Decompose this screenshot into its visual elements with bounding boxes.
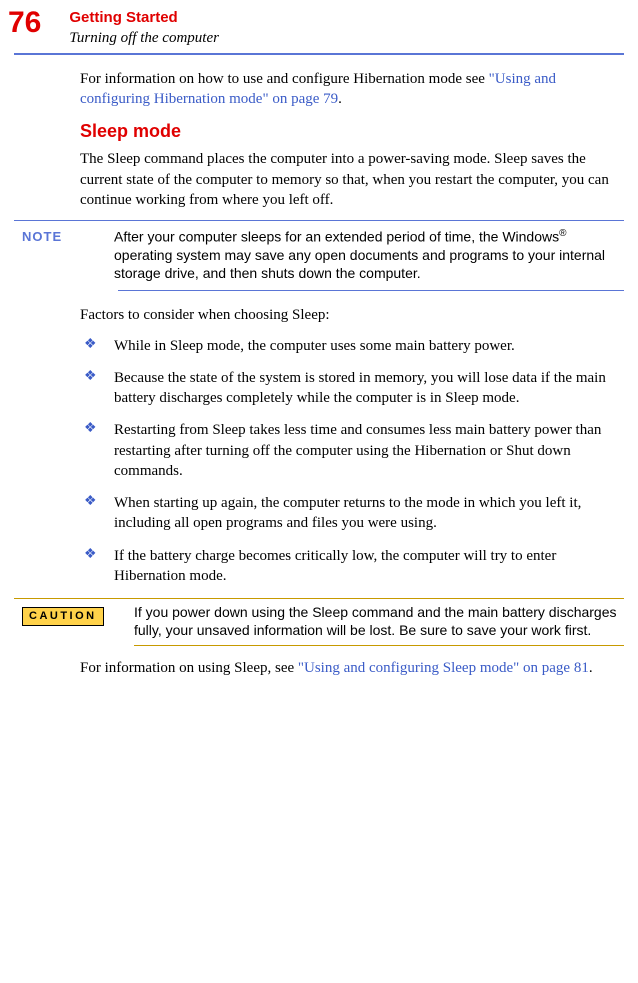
note-text-a: After your computer sleeps for an extend… <box>114 229 559 245</box>
note-label: NOTE <box>22 227 114 246</box>
closing-paragraph: For information on using Sleep, see "Usi… <box>80 658 624 678</box>
caution-text: If you power down using the Sleep comman… <box>134 603 624 639</box>
factors-list: While in Sleep mode, the computer uses s… <box>80 336 624 587</box>
intro-text-b: . <box>338 91 342 107</box>
caution-badge: CAUTION <box>22 605 116 626</box>
intro-text-a: For information on how to use and config… <box>80 71 489 87</box>
intro-paragraph: For information on how to use and config… <box>80 69 624 110</box>
page-header: 76 Getting Started Turning off the compu… <box>0 0 638 49</box>
page-number: 76 <box>8 8 41 38</box>
content-area: For information on how to use and config… <box>0 55 638 211</box>
factors-intro: Factors to consider when choosing Sleep: <box>80 305 624 325</box>
content-area-2: Factors to consider when choosing Sleep:… <box>0 291 638 586</box>
sleep-link[interactable]: "Using and configuring Sleep mode" on pa… <box>298 660 589 676</box>
caution-label: CAUTION <box>22 607 104 626</box>
caution-callout: CAUTION If you power down using the Slee… <box>0 599 638 639</box>
list-item: When starting up again, the computer ret… <box>80 493 624 534</box>
note-callout: NOTE After your computer sleeps for an e… <box>0 221 638 282</box>
header-text-block: Getting Started Turning off the computer <box>69 8 219 49</box>
list-item: Restarting from Sleep takes less time an… <box>80 420 624 481</box>
list-item: Because the state of the system is store… <box>80 368 624 409</box>
note-text-b: operating system may save any open docum… <box>114 247 605 281</box>
list-item: If the battery charge becomes critically… <box>80 546 624 587</box>
sleep-description: The Sleep command places the computer in… <box>80 149 624 210</box>
section-heading-sleep-mode: Sleep mode <box>80 119 624 143</box>
closing-text-a: For information on using Sleep, see <box>80 660 298 676</box>
content-area-3: For information on using Sleep, see "Usi… <box>0 646 638 678</box>
chapter-title: Getting Started <box>69 8 219 28</box>
list-item: While in Sleep mode, the computer uses s… <box>80 336 624 356</box>
registered-symbol: ® <box>559 228 566 239</box>
note-text: After your computer sleeps for an extend… <box>114 227 624 282</box>
closing-text-b: . <box>589 660 593 676</box>
section-subtitle: Turning off the computer <box>69 28 219 48</box>
